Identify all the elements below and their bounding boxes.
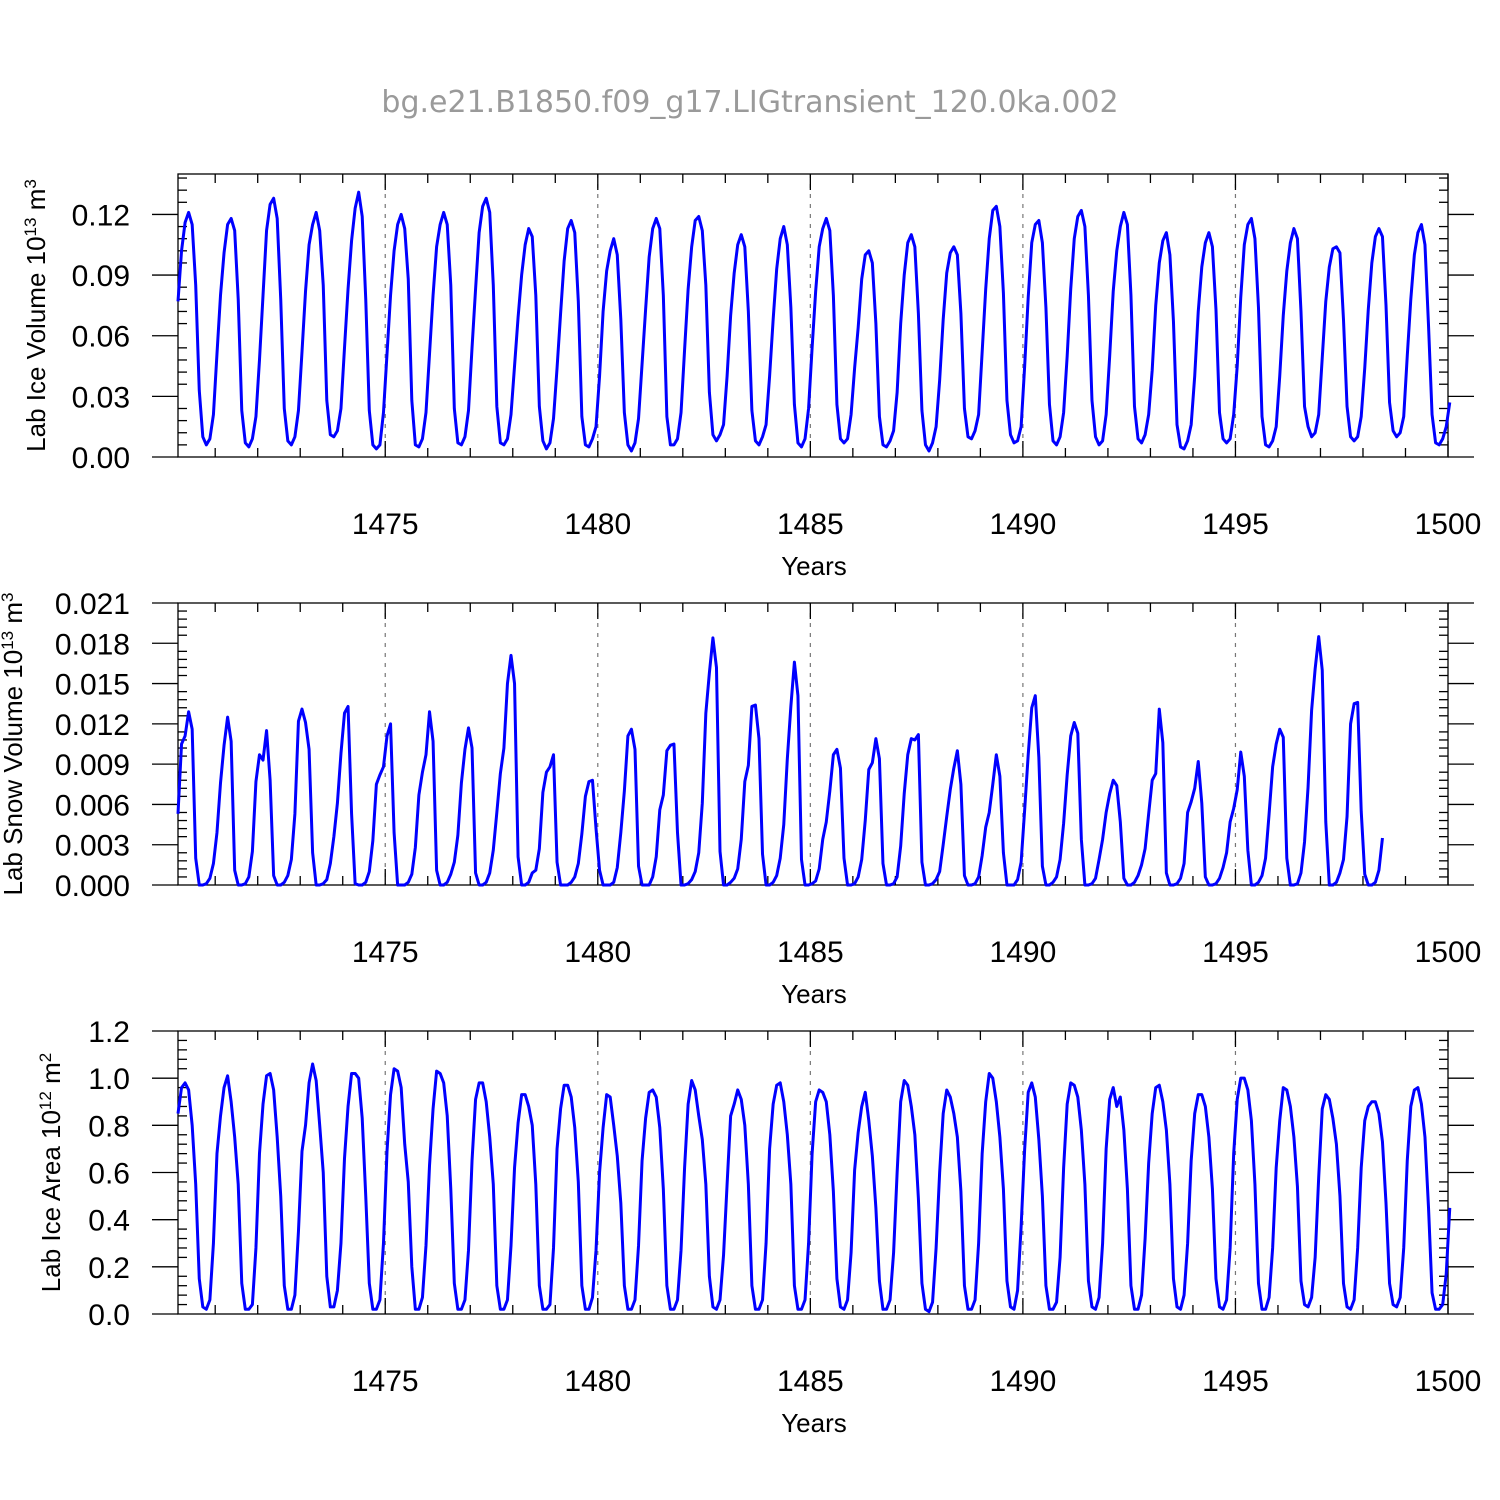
x-tick-label: 1485 [777,936,844,969]
y-tick-label: 0.03 [72,381,130,414]
x-tick-label: 1490 [990,1365,1057,1398]
series-line [176,1062,1452,1314]
y-axis-label: Lab Ice Area 1012 m2 [36,1053,67,1292]
y-tick-label: 0.000 [55,870,130,903]
x-axis-label: Years [781,551,847,581]
x-axis-label: Years [781,1408,847,1438]
series-line [176,190,1452,453]
chart-title: bg.e21.B1850.f09_g17.LIGtransient_120.0k… [381,85,1118,120]
y-tick-label: 0.018 [55,628,130,661]
x-axis-label: Years [781,979,847,1009]
y-tick-label: 1.0 [88,1063,130,1096]
x-tick-label: 1480 [564,936,631,969]
y-tick-label: 0.6 [88,1158,130,1191]
y-tick-label: 0.015 [55,669,130,702]
y-tick-label: 0.0 [88,1299,130,1332]
y-tick-label: 0.003 [55,830,130,863]
y-axis-label: Lab Ice Volume 1013 m3 [21,179,52,452]
plot-frame [177,173,1449,458]
x-tick-label: 1485 [777,1365,844,1398]
x-tick-label: 1485 [777,508,844,541]
y-tick-label: 0.006 [55,789,130,822]
y-tick-label: 0.12 [72,199,130,232]
y-axis-label: Lab Snow Volume 1013 m3 [0,592,28,895]
y-tick-label: 0.021 [55,588,130,621]
x-tick-label: 1475 [352,508,419,541]
y-tick-label: 0.09 [72,260,130,293]
x-tick-label: 1500 [1415,508,1482,541]
x-tick-label: 1480 [564,508,631,541]
panel-3: 1475 1480 1485 1490 1495 1500 0.0 0.2 0.4 0.6 0.8 1… [36,1016,1482,1438]
x-tick-label: 1475 [352,936,419,969]
y-tick-label: 0.8 [88,1110,130,1143]
series-line [176,635,1384,887]
x-tick-label: 1480 [564,1365,631,1398]
x-tick-label: 1490 [990,508,1057,541]
x-tick-label: 1490 [990,936,1057,969]
x-tick-label: 1495 [1202,508,1269,541]
y-tick-label: 1.2 [88,1016,130,1049]
x-tick-label: 1495 [1202,936,1269,969]
y-tick-label: 0.009 [55,749,130,782]
x-tick-label: 1500 [1415,1365,1482,1398]
panel-1: 1475 1480 1485 1490 1495 1500 0.00 0.03 0.06 0.09… [21,173,1482,581]
y-tick-label: 0.06 [72,321,130,354]
x-tick-label: 1475 [352,1365,419,1398]
x-tick-label: 1500 [1415,936,1482,969]
plot-frame [177,602,1449,886]
x-tick-label: 1495 [1202,1365,1269,1398]
chart-panels: 1475 1480 1485 1490 1495 1500 0.00 0.03 0.06 0.09… [0,173,1482,1438]
y-tick-label: 0.2 [88,1252,130,1285]
panel-2: 1475 1480 1485 1490 1495 1500 0.000 0.003 0.006 0… [0,588,1481,1009]
y-tick-label: 0.00 [72,442,130,475]
y-tick-label: 0.012 [55,709,130,742]
y-tick-label: 0.4 [88,1205,130,1238]
